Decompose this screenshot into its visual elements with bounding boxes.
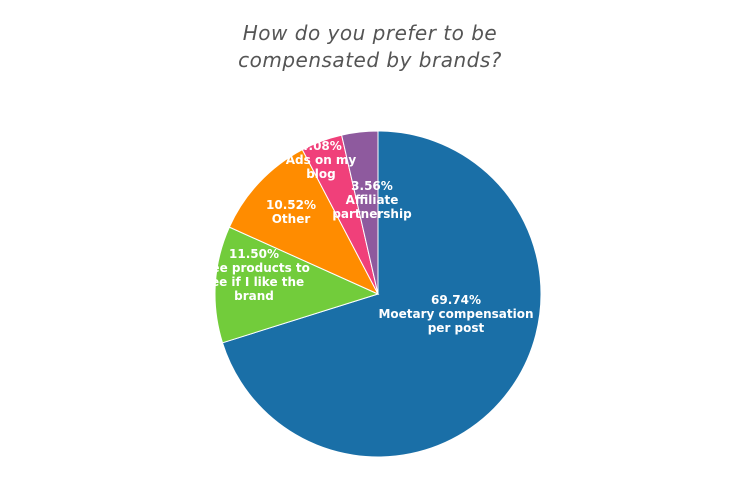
pie-slice-4 (341, 130, 379, 295)
slice-percent-label: 4.08% (300, 139, 342, 153)
slice-percent-label: 69.74% (431, 293, 481, 307)
pie-slice-0 (221, 130, 542, 458)
slice-label-0: 69.74% Moetary compensation per post (378, 293, 533, 335)
slice-category-label: Moetary compensation (378, 307, 533, 321)
chart-title-line-2: compensated by brands? (238, 48, 502, 72)
pie-slice-2 (228, 148, 380, 296)
slice-label-4: 3.56% Affiliate partnership (332, 179, 412, 221)
slice-category-label: Free products to (198, 261, 310, 275)
chart-title: How do you prefer to be compensated by b… (0, 20, 740, 74)
slice-label-1: 11.50% Free products to see if I like the b… (198, 247, 310, 303)
slice-category-label: brand (234, 289, 274, 303)
slice-category-label: per post (428, 321, 485, 335)
slice-category-label: Other (272, 212, 311, 226)
pie-slice-1 (214, 226, 380, 344)
slice-label-2: 10.52% Other (266, 198, 316, 226)
slice-percent-label: 3.56% (351, 179, 393, 193)
slice-percent-label: 10.52% (266, 198, 316, 212)
chart-title-line-1: How do you prefer to be (242, 21, 498, 45)
slice-category-label: Ads on my (286, 153, 357, 167)
slice-category-label: Affiliate (346, 193, 399, 207)
slice-category-label: partnership (332, 207, 412, 221)
slice-category-label: see if I like the (204, 275, 304, 289)
slice-percent-label: 11.50% (229, 247, 279, 261)
slice-category-label: blog (306, 167, 336, 181)
slice-label-3: 4.08% Ads on my blog (286, 139, 357, 181)
